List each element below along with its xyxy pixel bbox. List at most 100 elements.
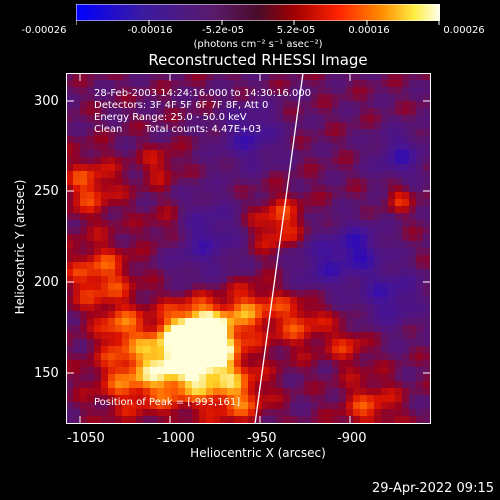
heatmap-pixel: [262, 192, 269, 199]
heatmap-pixel: [297, 108, 304, 115]
heatmap-pixel: [150, 346, 157, 353]
heatmap-pixel: [297, 185, 304, 192]
heatmap-pixel: [164, 283, 171, 290]
heatmap-pixel: [234, 185, 241, 192]
heatmap-pixel: [185, 297, 192, 304]
heatmap-pixel: [416, 283, 423, 290]
heatmap-pixel: [318, 339, 325, 346]
heatmap-pixel: [108, 339, 115, 346]
heatmap-pixel: [374, 101, 381, 108]
y-tick-label: 300: [34, 94, 59, 109]
heatmap-pixel: [136, 248, 143, 255]
heatmap-pixel: [241, 318, 248, 325]
heatmap-pixel: [206, 416, 213, 423]
heatmap-pixel: [339, 150, 346, 157]
heatmap-pixel: [241, 374, 248, 381]
heatmap-pixel: [164, 409, 171, 416]
heatmap-pixel: [276, 150, 283, 157]
heatmap-pixel: [367, 416, 374, 423]
heatmap-pixel: [276, 360, 283, 367]
heatmap-pixel: [381, 213, 388, 220]
heatmap-pixel: [101, 255, 108, 262]
heatmap-pixel: [346, 269, 353, 276]
heatmap-pixel: [220, 339, 227, 346]
heatmap-pixel: [129, 101, 136, 108]
heatmap-pixel: [262, 297, 269, 304]
heatmap-pixel: [80, 297, 87, 304]
heatmap-pixel: [101, 143, 108, 150]
heatmap-pixel: [73, 227, 80, 234]
heatmap-pixel: [206, 199, 213, 206]
heatmap-pixel: [157, 185, 164, 192]
heatmap-pixel: [73, 234, 80, 241]
heatmap-pixel: [325, 157, 332, 164]
heatmap-pixel: [283, 241, 290, 248]
heatmap-pixel: [360, 87, 367, 94]
heatmap-pixel: [87, 402, 94, 409]
heatmap-pixel: [185, 157, 192, 164]
heatmap-pixel: [164, 178, 171, 185]
heatmap-pixel: [255, 122, 262, 129]
heatmap-pixel: [115, 87, 122, 94]
heatmap-pixel: [122, 332, 129, 339]
heatmap-pixel: [129, 367, 136, 374]
heatmap-pixel: [360, 129, 367, 136]
heatmap-pixel: [332, 157, 339, 164]
heatmap-pixel: [164, 80, 171, 87]
heatmap-pixel: [388, 199, 395, 206]
heatmap-pixel: [248, 276, 255, 283]
x-tick-label: -1000: [157, 431, 195, 446]
heatmap-pixel: [87, 108, 94, 115]
heatmap-pixel: [66, 325, 73, 332]
heatmap-pixel: [374, 136, 381, 143]
heatmap-pixel: [325, 395, 332, 402]
heatmap-pixel: [185, 269, 192, 276]
heatmap-pixel: [143, 409, 150, 416]
heatmap-pixel: [346, 80, 353, 87]
heatmap-pixel: [115, 409, 122, 416]
heatmap-pixel: [80, 101, 87, 108]
heatmap-pixel: [234, 318, 241, 325]
heatmap-pixel: [87, 325, 94, 332]
heatmap-pixel: [66, 283, 73, 290]
heatmap-pixel: [101, 73, 108, 80]
heatmap-pixel: [248, 94, 255, 101]
heatmap-pixel: [311, 220, 318, 227]
heatmap-pixel: [143, 269, 150, 276]
heatmap-pixel: [262, 178, 269, 185]
heatmap-pixel: [136, 311, 143, 318]
heatmap-pixel: [227, 143, 234, 150]
heatmap-pixel: [136, 409, 143, 416]
heatmap-pixel: [157, 150, 164, 157]
heatmap-pixel: [185, 409, 192, 416]
heatmap-pixel: [80, 388, 87, 395]
heatmap-pixel: [185, 388, 192, 395]
heatmap-pixel: [388, 318, 395, 325]
image-title: Reconstructed RHESSI Image: [148, 51, 368, 69]
colorbar-tick-label: -0.00016: [127, 25, 173, 36]
heatmap-pixel: [402, 262, 409, 269]
heatmap-pixel: [374, 290, 381, 297]
heatmap-pixel: [241, 213, 248, 220]
heatmap-pixel: [353, 157, 360, 164]
heatmap-pixel: [255, 73, 262, 80]
heatmap-pixel: [262, 367, 269, 374]
heatmap-pixel: [388, 416, 395, 423]
heatmap-pixel: [157, 269, 164, 276]
heatmap-pixel: [402, 374, 409, 381]
heatmap-pixel: [185, 325, 192, 332]
heatmap-pixel: [185, 332, 192, 339]
heatmap-pixel: [374, 416, 381, 423]
heatmap-pixel: [143, 164, 150, 171]
heatmap-pixel: [87, 262, 94, 269]
heatmap-pixel: [122, 346, 129, 353]
heatmap-pixel: [185, 136, 192, 143]
heatmap-pixel: [374, 199, 381, 206]
heatmap-pixel: [171, 339, 178, 346]
heatmap-pixel: [416, 101, 423, 108]
heatmap-pixel: [248, 220, 255, 227]
heatmap-pixel: [192, 150, 199, 157]
heatmap-pixel: [66, 129, 73, 136]
heatmap-pixel: [346, 395, 353, 402]
heatmap-pixel: [339, 346, 346, 353]
